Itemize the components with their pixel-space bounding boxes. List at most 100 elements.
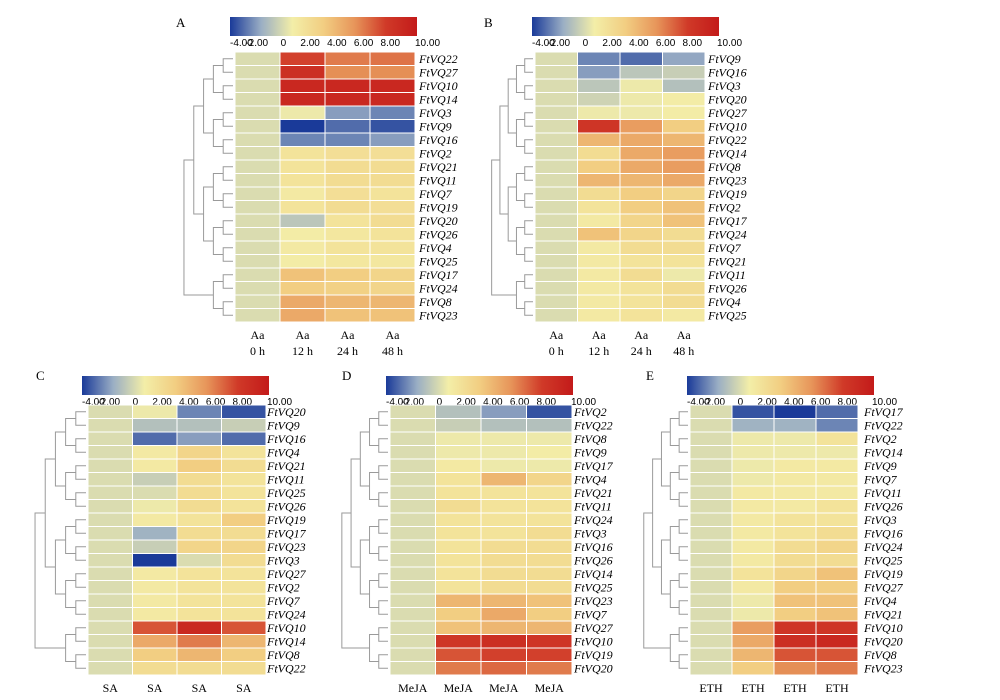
gene-label: FtVQ9 [418,119,452,133]
gene-label: FtVQ16 [418,133,458,147]
heatmap-cell [534,240,578,255]
color-scale-bar [532,17,719,36]
heatmap-cell [577,281,621,296]
heatmap-cell [773,526,817,541]
heatmap-cell [389,526,436,541]
dendrogram-branch [669,472,680,500]
heatmap-cell [234,51,281,66]
column-label-treatment: ETH [699,681,723,695]
column-label-time: 24 h [785,697,806,700]
gene-label: FtVQ10 [266,621,306,635]
heatmap-cell [87,661,133,676]
column-label-time: 12 h [588,344,609,358]
heatmap-cell [526,620,573,635]
heatmap-cell [369,132,416,147]
heatmap-cell [480,512,527,527]
heatmap-cell [773,472,817,487]
dendrogram-branch [678,465,688,480]
heatmap-cell [234,281,281,296]
heatmap-cell [369,105,416,120]
column-label-treatment: Aa [386,328,401,342]
heatmap-cell [87,458,133,473]
dendrogram-branch [369,580,379,608]
gene-label: FtVQ3 [707,79,741,93]
column-label-time: 48 h [233,697,254,700]
gene-label: FtVQ8 [573,432,607,446]
column-label-treatment: Aa [677,328,692,342]
heatmap-cell [773,566,817,581]
gene-label: FtVQ23 [573,594,613,608]
heatmap-cell [389,418,436,433]
gene-label: FtVQ27 [418,65,459,79]
heatmap-cell [619,240,663,255]
heatmap-cell [221,634,267,649]
gene-label: FtVQ8 [707,160,741,174]
heatmap-cell [815,431,859,446]
heatmap-cell [176,472,222,487]
heatmap-cell [279,186,326,201]
dendrogram-branch [515,227,525,255]
heatmap-cell [619,200,663,215]
heatmap-cell [480,445,527,460]
heatmap-cell [279,294,326,309]
column-label-time: 0 h [549,344,564,358]
gene-label: FtVQ10 [573,634,613,648]
heatmap-cell [662,132,706,147]
heatmap-cell [176,580,222,595]
heatmap-cell [815,485,859,500]
dendrogram-branch [378,438,388,453]
heatmap-cell [369,186,416,201]
heatmap-cell [815,566,859,581]
gene-label: FtVQ14 [418,92,458,106]
colorbar-tick-label: 10.00 [267,397,292,408]
heatmap-cell [389,553,436,568]
heatmap-cell [132,431,178,446]
heatmap-cell [87,580,133,595]
heatmap-cell [435,539,482,554]
gene-label: FtVQ27 [266,567,307,581]
heatmap-cell [132,445,178,460]
colorbar-tick-label: 10.00 [415,38,440,49]
heatmap-cell [132,634,178,649]
gene-label: FtVQ2 [573,405,607,419]
heatmap-cell [773,553,817,568]
heatmap-cell [369,173,416,188]
gene-label: FtVQ16 [863,526,903,540]
heatmap-cell [87,418,133,433]
heatmap-cell [87,593,133,608]
gene-label: FtVQ27 [707,106,748,120]
heatmap-cell [480,607,527,622]
gene-label: FtVQ7 [573,607,608,621]
gene-label: FtVQ2 [707,200,741,214]
heatmap-cell [87,620,133,635]
heatmap-cell [87,472,133,487]
dendrogram-branch [378,411,388,426]
heatmap-cell [662,308,706,323]
heatmap-cell [662,227,706,242]
column-label-treatment: ETH [825,681,849,695]
gene-label: FtVQ19 [266,513,306,527]
heatmap-cell [369,294,416,309]
dendrogram-branch [378,492,388,507]
heatmap-cell [435,445,482,460]
column-label-treatment: Aa [251,328,266,342]
heatmap-cell [577,65,621,80]
heatmap-cell [279,240,326,255]
heatmap-cell [87,647,133,662]
gene-label: FtVQ16 [573,540,613,554]
heatmap-cell [731,620,775,635]
gene-label: FtVQ24 [863,540,903,554]
heatmap-cell [662,159,706,174]
heatmap-cell [815,539,859,554]
gene-label: FtVQ21 [266,459,306,473]
heatmap-cell [132,485,178,500]
dendrogram-branch [524,220,533,235]
dendrogram-branch [378,600,388,615]
heatmap-cell [577,92,621,107]
column-label-time: 0 h [103,697,118,700]
gene-label: FtVQ14 [707,146,747,160]
dendrogram-branch [222,85,233,100]
heatmap-cell [619,254,663,269]
colorbar-tick-label: -2.00 [97,397,120,408]
heatmap-cell [815,634,859,649]
